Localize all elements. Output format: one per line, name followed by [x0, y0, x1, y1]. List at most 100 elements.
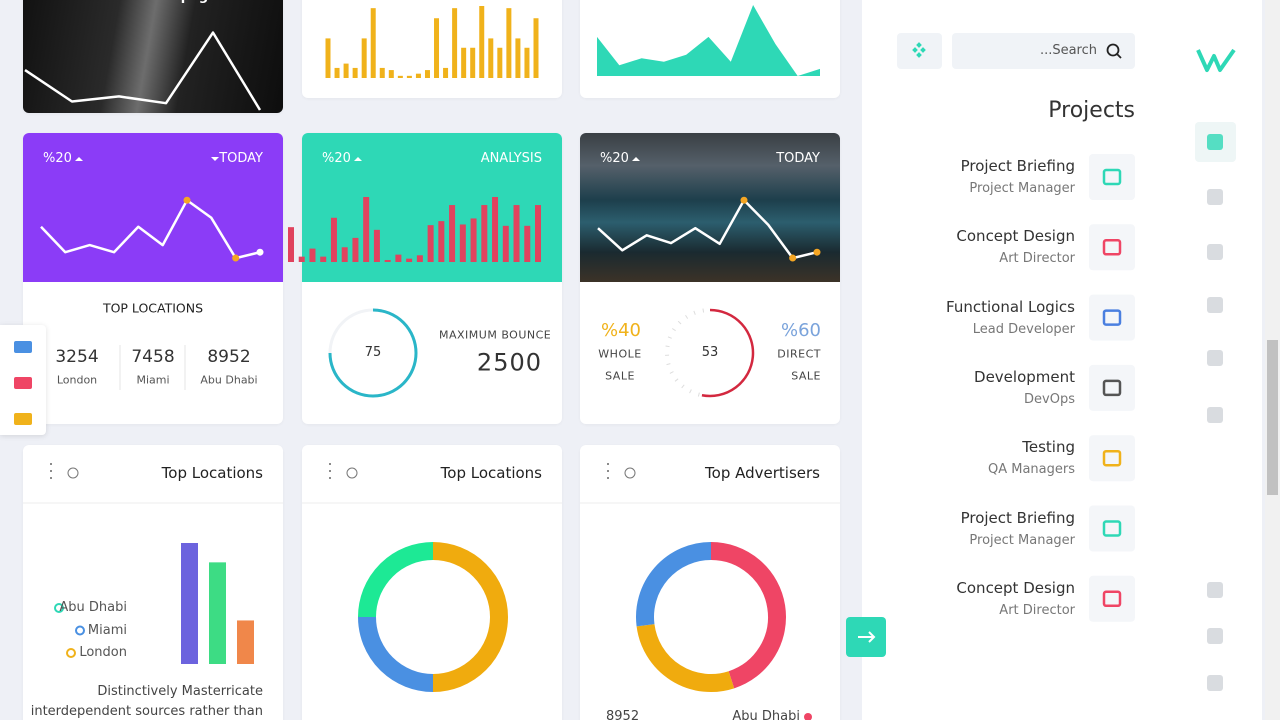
- sale-label: SALE: [791, 369, 821, 383]
- legend-label: London: [79, 645, 127, 661]
- sale-value: %60: [780, 320, 821, 342]
- project-role: DevOps: [1024, 392, 1075, 408]
- panel-title: Top Locations: [440, 464, 542, 482]
- footer-dot: [804, 713, 812, 720]
- gauge-arc: [701, 308, 755, 398]
- project-role: Project Manager: [969, 532, 1075, 548]
- bar: [334, 67, 340, 78]
- bar: [481, 205, 488, 262]
- menu-dot: [607, 463, 609, 465]
- footer-label: Abu Dhabi: [732, 709, 800, 720]
- gauge-value: 75: [364, 345, 382, 361]
- menu-icon: [912, 47, 918, 53]
- sale-label: SALE: [605, 369, 635, 383]
- nav-icon: [1207, 134, 1223, 150]
- bar: [181, 543, 198, 664]
- gauge-tick: [669, 371, 674, 374]
- panel-text: interdependent sources rather than: [30, 704, 263, 720]
- gauge-tick: [697, 392, 700, 397]
- bar: [370, 8, 376, 78]
- arrow-icon: [858, 631, 876, 643]
- project-title[interactable]: Project Briefing: [960, 508, 1075, 527]
- menu-dot: [329, 470, 331, 472]
- point: [789, 254, 797, 262]
- project-title[interactable]: Functional Logics: [946, 297, 1075, 316]
- bar: [443, 67, 449, 78]
- search-icon: [1106, 43, 1120, 57]
- bar: [479, 6, 485, 78]
- project-icon-box: [1089, 224, 1135, 271]
- gauge-tick: [666, 363, 671, 366]
- search-input[interactable]: ...Search: [1039, 43, 1097, 59]
- caption: Increase in page views: [96, 0, 263, 5]
- bar: [502, 225, 509, 262]
- card-label: TODAY: [219, 151, 263, 167]
- change: %20: [322, 151, 351, 167]
- bar: [298, 256, 305, 262]
- menu-button[interactable]: [897, 33, 942, 69]
- location-value: 8952: [207, 346, 251, 367]
- gauge-tick: [689, 389, 692, 394]
- logo: [1196, 48, 1236, 72]
- menu-dot: [607, 477, 609, 479]
- bar: [438, 221, 445, 262]
- panel-text: Distinctively Masterricate: [97, 684, 263, 700]
- point: [256, 248, 264, 256]
- project-icon-box: [1089, 435, 1135, 482]
- menu-dot: [607, 470, 609, 472]
- caret-icon: [211, 157, 219, 161]
- bar: [488, 38, 494, 78]
- scrollbar[interactable]: [1265, 0, 1280, 720]
- page-views-card: [23, 0, 283, 113]
- gauge-tick: [665, 345, 670, 348]
- caret-icon: [75, 157, 83, 161]
- menu-icon: [920, 47, 926, 53]
- scroll-thumb[interactable]: [1267, 340, 1278, 495]
- gauge-tick: [674, 378, 679, 382]
- bar: [515, 38, 521, 78]
- project-title[interactable]: Development: [974, 367, 1075, 386]
- bar: [459, 224, 466, 262]
- card-label: TODAY: [776, 151, 820, 167]
- project-icon-box: [1089, 294, 1135, 341]
- location-city: London: [56, 373, 98, 387]
- bar: [209, 562, 226, 664]
- status-dot: [624, 467, 636, 479]
- bar: [288, 227, 294, 262]
- card-title: TOP LOCATIONS: [102, 300, 204, 316]
- sale-label: WHOLE: [598, 347, 642, 361]
- bar: [535, 205, 541, 262]
- bar: [352, 67, 358, 78]
- project-icon-box: [1089, 364, 1135, 411]
- search-box[interactable]: [952, 33, 1135, 69]
- project-icon: [1102, 239, 1122, 256]
- bar: [379, 67, 385, 78]
- bar: [424, 70, 430, 78]
- project-title[interactable]: Testing: [1022, 438, 1075, 457]
- bar: [449, 205, 456, 262]
- bar: [513, 205, 520, 262]
- status-dot: [346, 467, 358, 479]
- project-title[interactable]: Project Briefing: [960, 157, 1075, 175]
- panel-title: Top Locations: [161, 464, 263, 482]
- bar: [533, 18, 539, 79]
- bar: [363, 197, 370, 262]
- point: [813, 248, 821, 256]
- menu-dot: [329, 477, 331, 479]
- bar: [415, 73, 421, 78]
- project-icon: [1102, 379, 1122, 397]
- location-value: 3254: [55, 346, 99, 367]
- bar: [524, 225, 531, 262]
- gauge-tick: [693, 310, 696, 315]
- legend-marker: [54, 603, 64, 613]
- project-title[interactable]: Concept Design: [956, 227, 1075, 246]
- locations-card: [23, 133, 283, 424]
- footer-label: 8952: [606, 709, 640, 720]
- gauge-tick: [667, 336, 672, 339]
- bar: [427, 225, 434, 262]
- bar: [470, 47, 476, 78]
- nav-icon: [1207, 189, 1223, 205]
- bar: [434, 18, 440, 79]
- project-title[interactable]: Concept Design: [956, 578, 1075, 597]
- gauge-arc: [328, 308, 418, 398]
